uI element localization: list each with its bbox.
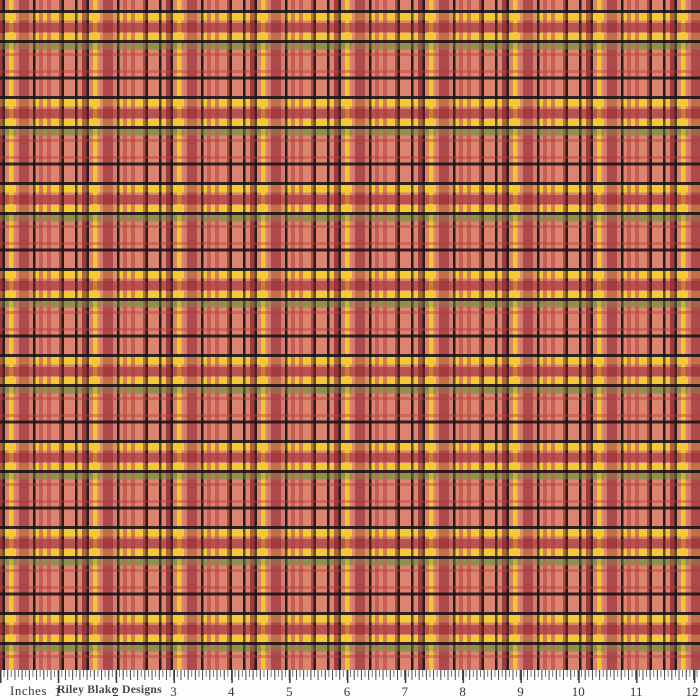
ruler-number-5: 5 [285, 684, 293, 699]
ruler-number-3: 3 [170, 684, 177, 699]
inch-ruler: Inches Riley Blake Designs 1 2 3 4 5 6 7… [0, 670, 700, 700]
ruler-number-8: 8 [459, 684, 466, 699]
ruler-number-12: 12 [685, 684, 699, 699]
ruler-number-11: 11 [629, 684, 643, 699]
plaid-fabric [0, 0, 700, 670]
brand-text-designs: Designs [122, 684, 162, 696]
ruler-number-4: 4 [228, 684, 235, 699]
ruler-number-2: 2 [112, 684, 119, 699]
brand-text-riley-blake: Riley Blake [57, 684, 117, 696]
ruler-number-10: 10 [571, 684, 585, 699]
ruler-number-6: 6 [343, 684, 351, 699]
ruler-unit-label: Inches [10, 683, 47, 698]
ruler-number-1: 1 [54, 684, 62, 699]
ruler-tick-marks [0, 670, 700, 684]
ruler-number-7: 7 [401, 684, 409, 699]
ruler-number-9: 9 [517, 684, 524, 699]
